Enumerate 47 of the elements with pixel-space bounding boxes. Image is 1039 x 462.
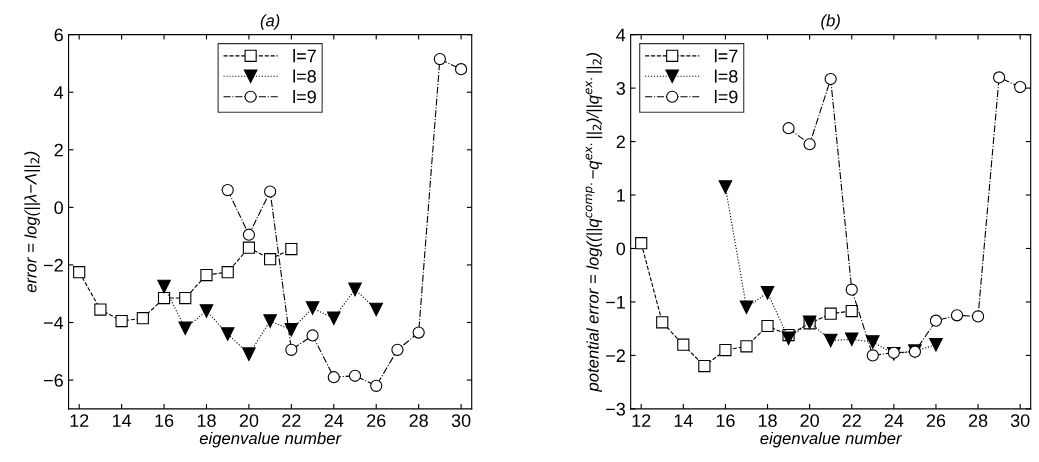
x-tick-label: 14 <box>112 414 132 427</box>
y-tick-label: 2 <box>54 143 63 157</box>
y-tick-label: −2 <box>606 349 625 362</box>
text: potential error = log((||q$^{comp.}$−q$^{ex.}$||$_{2}$)/||q$^{ex.}$||$_{2}$) <box>585 53 603 392</box>
chart-title: (b) <box>821 14 840 30</box>
y-axis-title: error = log(||λ−Λ||$_{2}$) <box>24 151 41 293</box>
legend-label: l=8 <box>293 69 316 83</box>
x-tick-label: 20 <box>800 414 819 427</box>
x-axis-title: eigenvalue number <box>760 431 903 448</box>
x-axis-title: eigenvalue number <box>199 431 342 448</box>
x-tick-label: 30 <box>451 414 471 427</box>
x-tick-label: 24 <box>324 414 344 427</box>
y-tick-label: −1 <box>606 296 625 309</box>
y-tick-label: −2 <box>44 258 63 272</box>
x-tick-label: 18 <box>758 414 777 427</box>
x-tick-label: 20 <box>239 414 259 427</box>
x-tick-label: 16 <box>155 414 174 427</box>
x-tick-label: 30 <box>1010 414 1030 427</box>
y-tick-label: −4 <box>44 316 64 330</box>
x-tick-label: 14 <box>674 414 693 427</box>
y-tick-label: 0 <box>616 242 626 256</box>
y-tick-label: 2 <box>616 135 625 149</box>
x-tick-label: 18 <box>197 414 216 427</box>
y-tick-label: 1 <box>617 189 625 202</box>
x-tick-label: 26 <box>367 414 386 427</box>
legend-label: l=8 <box>714 69 738 83</box>
x-tick-label: 12 <box>632 414 651 427</box>
legend-label: l=9 <box>293 89 316 104</box>
x-tick-label: 16 <box>716 414 735 427</box>
legend-label: l=7 <box>293 49 316 63</box>
y-tick-label: −3 <box>606 402 626 416</box>
x-tick-label: 26 <box>926 414 946 427</box>
x-tick-label: 24 <box>884 414 904 427</box>
y-tick-label: 4 <box>616 28 626 42</box>
x-tick-label: 12 <box>70 414 89 427</box>
y-tick-label: 4 <box>54 86 64 99</box>
y-tick-label: 3 <box>616 82 626 95</box>
legend-label: l=9 <box>714 89 738 104</box>
chart-title: (a) <box>260 14 280 30</box>
y-tick-label: 0 <box>54 201 64 215</box>
legend-label: l=7 <box>714 49 738 63</box>
x-tick-label: 22 <box>842 414 861 427</box>
x-tick-label: 28 <box>968 414 988 427</box>
y-tick-label: −6 <box>44 374 63 387</box>
x-tick-label: 28 <box>409 414 428 427</box>
y-tick-label: 6 <box>54 28 63 42</box>
x-tick-label: 22 <box>282 414 301 427</box>
